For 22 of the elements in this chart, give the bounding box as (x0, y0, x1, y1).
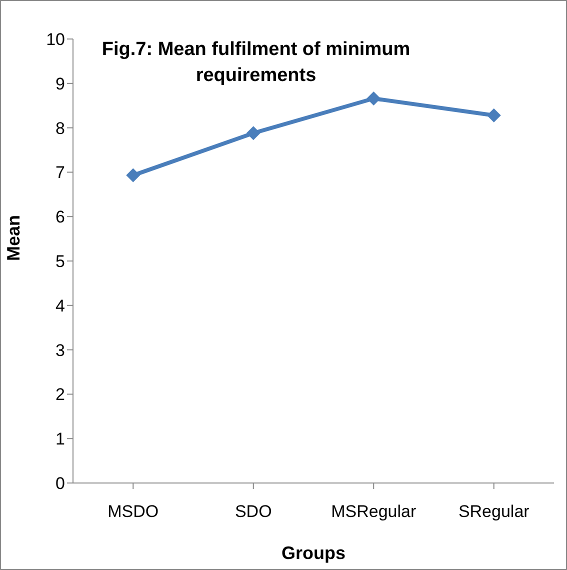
x-tick-label: MSRegular (331, 502, 416, 522)
y-tick-label: 7 (56, 163, 65, 182)
point (246, 126, 260, 140)
x-tick-label: SDO (234, 502, 272, 522)
y-tick-label: 1 (56, 430, 65, 449)
y-tick-label: 6 (56, 208, 65, 227)
x-tick-label: SRegular (458, 502, 530, 522)
point (126, 168, 140, 182)
y-axis-title: Mean (3, 214, 24, 261)
y-tick-label: 10 (46, 30, 65, 50)
y-tick-label: 8 (56, 118, 65, 138)
y-tick-label: 5 (56, 252, 65, 272)
y-tick-label: 3 (56, 340, 65, 360)
x-tick-label: MSDO (108, 502, 159, 522)
x-axis-title: Groups (281, 543, 346, 563)
text: Fig.7: Mean fulfilment of minimum requirements (100, 38, 412, 88)
y-tick-label: 0 (56, 474, 65, 494)
point (486, 108, 501, 122)
point (366, 91, 381, 106)
y-tick-label: 9 (56, 74, 65, 94)
y-tick-label: 4 (56, 296, 65, 316)
y-tick-label: 2 (56, 385, 65, 404)
